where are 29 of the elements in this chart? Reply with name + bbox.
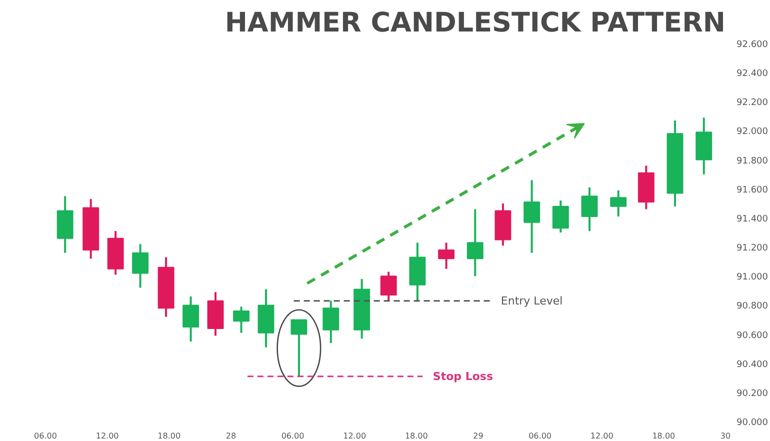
y-tick-label: 92.600 bbox=[736, 40, 768, 50]
y-tick-label: 90.200 bbox=[736, 388, 768, 399]
x-tick-label: 28 bbox=[226, 432, 236, 440]
ref-line-label: Stop Loss bbox=[432, 370, 494, 383]
x-tick-label: 12.00 bbox=[590, 432, 614, 440]
x-tick-label: 06.00 bbox=[528, 432, 552, 440]
x-tick-label: 18.00 bbox=[404, 432, 428, 440]
x-tick-label: 06.00 bbox=[34, 432, 57, 440]
y-tick-label: 90.800 bbox=[736, 302, 768, 312]
x-tick-label: 29 bbox=[473, 432, 484, 440]
y-tick-label: 92.000 bbox=[736, 127, 768, 138]
x-tick-label: 30 bbox=[720, 432, 731, 440]
x-tick-label: 12.00 bbox=[96, 432, 119, 440]
y-tick-label: 91.800 bbox=[736, 156, 768, 166]
y-tick-label: 91.000 bbox=[736, 272, 768, 283]
y-tick-label: 91.600 bbox=[736, 185, 768, 196]
y-tick-label: 90.000 bbox=[736, 418, 768, 428]
y-tick-label: 91.400 bbox=[736, 214, 768, 224]
y-tick-label: 91.200 bbox=[736, 244, 768, 254]
ref-line-label: Entry Level bbox=[500, 294, 563, 308]
y-tick-label: 92.400 bbox=[736, 69, 768, 80]
y-tick-label: 90.400 bbox=[736, 360, 768, 370]
x-tick-label: 12.00 bbox=[343, 432, 366, 440]
y-tick-label: 92.200 bbox=[736, 98, 768, 108]
x-tick-label: 18.00 bbox=[158, 432, 181, 440]
y-tick-label: 90.600 bbox=[736, 330, 768, 341]
x-tick-label: 06.00 bbox=[281, 432, 304, 440]
x-tick-label: 18.00 bbox=[652, 432, 676, 440]
chart-title: HAMMER CANDLESTICK PATTERN bbox=[224, 8, 726, 38]
